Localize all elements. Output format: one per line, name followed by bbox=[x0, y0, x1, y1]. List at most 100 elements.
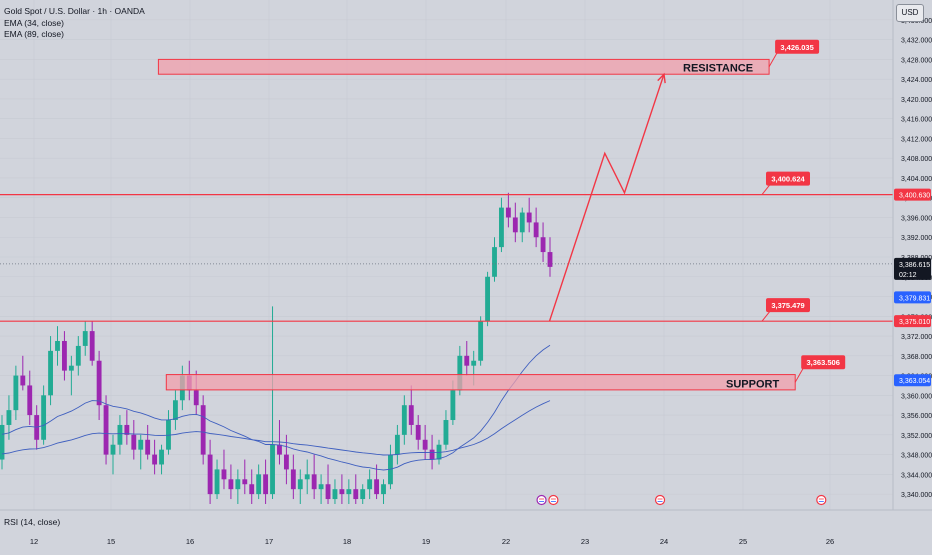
candle-body bbox=[360, 489, 366, 500]
candle-body bbox=[540, 237, 546, 253]
time-tick-label: 26 bbox=[826, 537, 834, 546]
candle-body bbox=[512, 217, 518, 233]
price-tick-label: 3,344.000 bbox=[901, 472, 932, 479]
candle-body bbox=[429, 449, 435, 460]
axis-price-marker: 3,363.054 bbox=[899, 378, 930, 385]
candle-body bbox=[547, 252, 553, 267]
candle-body bbox=[277, 444, 282, 455]
level-callout-leader bbox=[761, 310, 771, 322]
price-tick-label: 3,348.000 bbox=[901, 453, 932, 460]
last-price-marker: 3,386.615 bbox=[899, 262, 930, 269]
candle-body bbox=[207, 454, 213, 495]
zone-label: SUPPORT bbox=[726, 378, 779, 390]
price-tick-label: 3,420.000 bbox=[901, 97, 932, 104]
candle-body bbox=[159, 449, 164, 465]
rsi-legend[interactable]: RSI (14, close) bbox=[4, 517, 61, 527]
currency-button[interactable]: USD bbox=[896, 4, 924, 22]
time-axis[interactable]: 12 15 16 17 18 19 22 23 24 25 26 bbox=[0, 509, 932, 546]
candle-body bbox=[443, 420, 449, 445]
candle-body bbox=[68, 365, 74, 371]
projection-arrowhead bbox=[657, 72, 666, 84]
candle-body bbox=[249, 484, 255, 495]
axis-price-marker: 3,400.630 bbox=[899, 193, 930, 200]
price-tick-label: 3,424.000 bbox=[901, 77, 932, 84]
price-tick-label: 3,428.000 bbox=[901, 57, 932, 64]
candle-body bbox=[526, 212, 532, 223]
candle-body bbox=[228, 479, 234, 490]
candle-body bbox=[394, 434, 400, 455]
axis-price-marker-box bbox=[894, 188, 931, 201]
candle-body bbox=[270, 444, 275, 495]
zone-callout-label-box bbox=[775, 39, 820, 54]
candle-body bbox=[256, 474, 262, 495]
zone-callout-leader bbox=[768, 52, 778, 68]
candle-body bbox=[499, 207, 504, 248]
event-markers[interactable] bbox=[536, 494, 827, 506]
level-callout-label-box bbox=[766, 171, 810, 186]
price-tick-label: 3,412.000 bbox=[901, 136, 932, 143]
projection-path bbox=[548, 73, 665, 322]
candle-body bbox=[304, 474, 310, 480]
candle-body bbox=[464, 355, 470, 366]
candle-body bbox=[235, 479, 241, 490]
candle-body bbox=[117, 424, 123, 445]
candle-body bbox=[311, 474, 317, 490]
ema34-legend[interactable]: EMA (34, close) bbox=[4, 18, 64, 28]
zone-callout-leader bbox=[794, 367, 804, 383]
level-callout-leader bbox=[761, 184, 771, 195]
axis-price-marker: 3,379.831 bbox=[899, 295, 930, 302]
price-tick-label: 3,352.000 bbox=[901, 433, 932, 440]
price-tick-label: 3,396.000 bbox=[901, 215, 932, 222]
candle-body bbox=[401, 405, 407, 435]
time-tick-label: 15 bbox=[107, 537, 115, 546]
candle-body bbox=[221, 469, 227, 480]
candle-body bbox=[519, 212, 525, 233]
price-tick-label: 3,432.000 bbox=[901, 38, 932, 45]
candle-body bbox=[75, 345, 81, 366]
candle-body bbox=[318, 484, 324, 490]
price-tick-label: 3,404.000 bbox=[901, 176, 932, 183]
level-callout-label-box bbox=[766, 298, 810, 313]
time-tick-label: 16 bbox=[186, 537, 194, 546]
last-price-marker-box bbox=[894, 257, 931, 280]
candle-body bbox=[290, 469, 296, 490]
ema89-legend[interactable]: EMA (89, close) bbox=[4, 29, 64, 39]
event-marker-icon[interactable] bbox=[654, 494, 666, 506]
candle-body bbox=[200, 405, 206, 455]
candle-body bbox=[415, 424, 421, 440]
time-tick-label: 18 bbox=[343, 537, 351, 546]
candle-body bbox=[297, 479, 303, 490]
candle-body bbox=[214, 469, 220, 495]
axis-price-marker: 3,375.010 bbox=[899, 319, 930, 326]
candle-body bbox=[152, 454, 158, 465]
candle-body bbox=[110, 444, 116, 455]
zone-box bbox=[157, 58, 770, 75]
candle-body bbox=[533, 222, 539, 238]
event-marker-icon[interactable] bbox=[816, 494, 827, 506]
candle-body bbox=[27, 385, 33, 416]
candle-body bbox=[339, 489, 345, 495]
candle-body bbox=[381, 484, 386, 495]
zone-box bbox=[165, 374, 796, 391]
candle-body bbox=[193, 390, 199, 406]
candle-body bbox=[172, 400, 178, 421]
zone-callout-label: 3,363.506 bbox=[807, 358, 840, 367]
axis-price-marker-box bbox=[894, 315, 931, 328]
price-tick-label: 3,356.000 bbox=[901, 413, 932, 420]
time-tick-label: 17 bbox=[265, 537, 273, 546]
event-marker-icon[interactable] bbox=[548, 494, 559, 506]
time-tick-label: 23 bbox=[581, 537, 589, 546]
symbol-title[interactable]: Gold Spot / U.S. Dollar · 1h · OANDA bbox=[4, 6, 145, 16]
candle-body bbox=[13, 375, 19, 411]
axis-price-marker-box bbox=[894, 374, 931, 387]
time-tick-label: 24 bbox=[660, 537, 668, 546]
event-marker-icon[interactable] bbox=[536, 494, 547, 506]
price-tick-label: 3,392.000 bbox=[901, 235, 932, 242]
level-callout-label: 3,375.479 bbox=[771, 301, 804, 310]
candle-body bbox=[124, 424, 130, 435]
price-tick-label: 3,360.000 bbox=[901, 393, 932, 400]
price-axis[interactable]: 3,340.000 3,344.000 3,348.000 3,352.000 3,35… bbox=[892, 0, 932, 550]
candle-body bbox=[0, 424, 5, 460]
